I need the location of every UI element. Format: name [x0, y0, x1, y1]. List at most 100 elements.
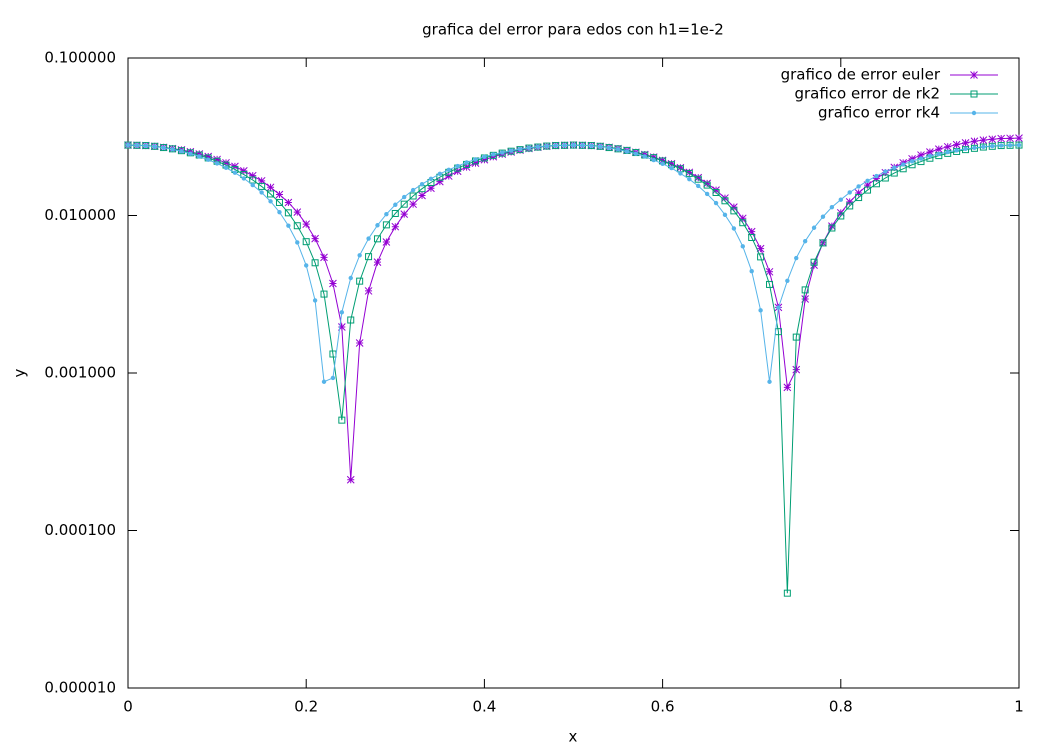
- point-marker: [277, 209, 282, 215]
- point-marker: [856, 184, 861, 189]
- point-marker: [847, 190, 852, 195]
- point-marker: [828, 224, 836, 232]
- x-tick-label: 0: [123, 698, 133, 716]
- x-tick-label: 0.4: [472, 698, 496, 716]
- legend-label: grafico de error euler: [781, 66, 941, 84]
- point-marker: [544, 143, 549, 149]
- point-marker: [410, 187, 416, 193]
- point-marker: [222, 158, 230, 167]
- point-marker: [366, 236, 371, 241]
- point-marker: [384, 211, 389, 217]
- point-marker: [758, 308, 763, 313]
- point-marker: [161, 145, 166, 151]
- point-marker: [721, 197, 729, 205]
- point-marker: [446, 167, 451, 173]
- point-marker: [651, 157, 656, 163]
- point-marker: [624, 149, 630, 154]
- point-marker: [765, 267, 774, 276]
- point-marker: [739, 219, 747, 227]
- point-marker: [694, 173, 703, 182]
- point-marker: [266, 183, 275, 192]
- point-marker: [213, 155, 221, 164]
- point-marker: [918, 156, 924, 161]
- point-marker: [400, 200, 408, 208]
- point-marker: [990, 143, 995, 149]
- point-marker: [785, 278, 790, 283]
- point-marker: [125, 142, 131, 148]
- point-marker: [589, 143, 594, 149]
- point-marker: [375, 223, 380, 228]
- point-marker: [598, 144, 603, 149]
- x-tick-label: 0.8: [829, 698, 853, 716]
- point-marker: [722, 212, 728, 218]
- point-marker: [293, 208, 302, 217]
- point-marker: [864, 186, 872, 194]
- point-marker: [338, 416, 346, 424]
- y-axis-label: y: [11, 368, 29, 377]
- point-marker: [286, 223, 291, 228]
- point-marker: [223, 165, 229, 170]
- point-marker: [400, 210, 409, 218]
- point-marker: [802, 238, 808, 244]
- point-marker: [409, 192, 417, 200]
- point-marker: [731, 226, 737, 231]
- point-marker: [837, 212, 845, 220]
- point-marker: [489, 152, 498, 161]
- point-marker: [863, 181, 872, 189]
- point-marker: [444, 172, 453, 180]
- point-marker: [952, 140, 961, 149]
- point-marker: [365, 253, 373, 261]
- y-tick-label: 0.000100: [44, 521, 116, 539]
- point-marker: [927, 153, 933, 159]
- point-marker: [615, 147, 621, 152]
- point-marker: [391, 222, 400, 231]
- point-marker: [703, 181, 711, 189]
- point-marker: [268, 199, 273, 204]
- x-tick-label: 0.6: [651, 698, 675, 716]
- point-marker: [248, 171, 257, 180]
- point-marker: [382, 221, 390, 229]
- point-marker: [562, 143, 567, 148]
- point-marker: [945, 149, 950, 155]
- point-marker: [997, 134, 1006, 143]
- point-marker: [473, 157, 478, 162]
- point-marker: [1006, 134, 1014, 143]
- point-marker: [526, 145, 532, 151]
- y-tick-label: 0.001000: [44, 364, 116, 382]
- point-marker: [508, 148, 514, 153]
- point-marker: [794, 255, 799, 261]
- point-marker: [872, 180, 880, 188]
- point-marker: [258, 182, 266, 190]
- point-marker: [874, 173, 879, 179]
- series: [125, 142, 1022, 384]
- point-marker: [667, 159, 676, 168]
- point-marker: [669, 165, 674, 171]
- point-marker: [427, 184, 435, 193]
- legend-marker: [971, 110, 977, 116]
- point-marker: [329, 279, 337, 288]
- point-marker: [330, 375, 336, 381]
- point-marker: [972, 145, 977, 151]
- point-marker: [239, 167, 248, 175]
- point-marker: [1016, 142, 1022, 148]
- point-marker: [275, 190, 284, 199]
- point-marker: [409, 200, 417, 209]
- point-marker: [676, 163, 685, 172]
- point-marker: [284, 209, 292, 217]
- point-marker: [455, 163, 460, 169]
- point-marker: [900, 162, 906, 167]
- point-marker: [954, 148, 959, 153]
- point-marker: [571, 142, 576, 148]
- point-marker: [402, 194, 407, 200]
- point-marker: [302, 220, 311, 229]
- point-marker: [633, 151, 639, 156]
- point-marker: [606, 145, 612, 151]
- point-marker: [437, 171, 443, 176]
- point-marker: [419, 182, 425, 187]
- point-marker: [854, 189, 863, 197]
- y-tick-label: 0.010000: [44, 206, 116, 224]
- point-marker: [883, 169, 888, 174]
- point-marker: [792, 333, 800, 341]
